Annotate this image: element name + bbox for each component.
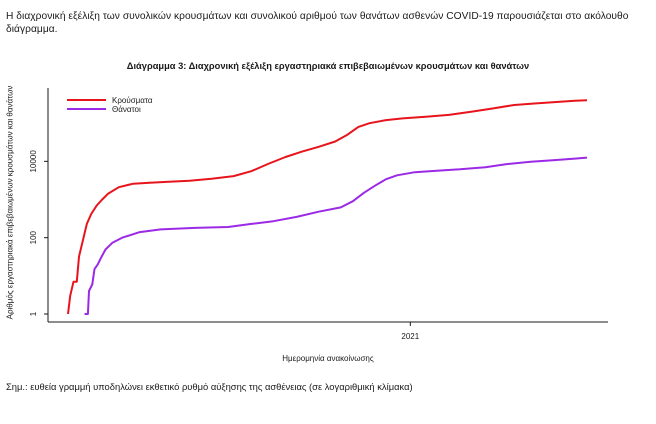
intro-paragraph: Η διαχρονική εξέλιξη των συνολικών κρουσ… [6,11,629,35]
footnote: Σημ.: ευθεία γραμμή υποδηλώνει εκθετικό … [6,381,413,392]
series-line-cases [67,99,588,315]
y-tick-label: 1 [29,311,38,316]
y-tick-label: 100 [29,230,38,244]
x-tick-label: 2021 [401,332,419,341]
legend-label-cases: Κρούσματα [112,96,153,105]
legend-label-deaths: Θάνατοι [112,105,141,114]
x-axis-label: Ημερομηνία ανακοίνωσης [282,354,374,363]
series-line-deaths [84,156,588,315]
chart-title: Διάγραμμα 3: Διαχρονική εξέλιξη εργαστηρ… [126,61,530,71]
y-tick-label: 10000 [29,150,38,173]
